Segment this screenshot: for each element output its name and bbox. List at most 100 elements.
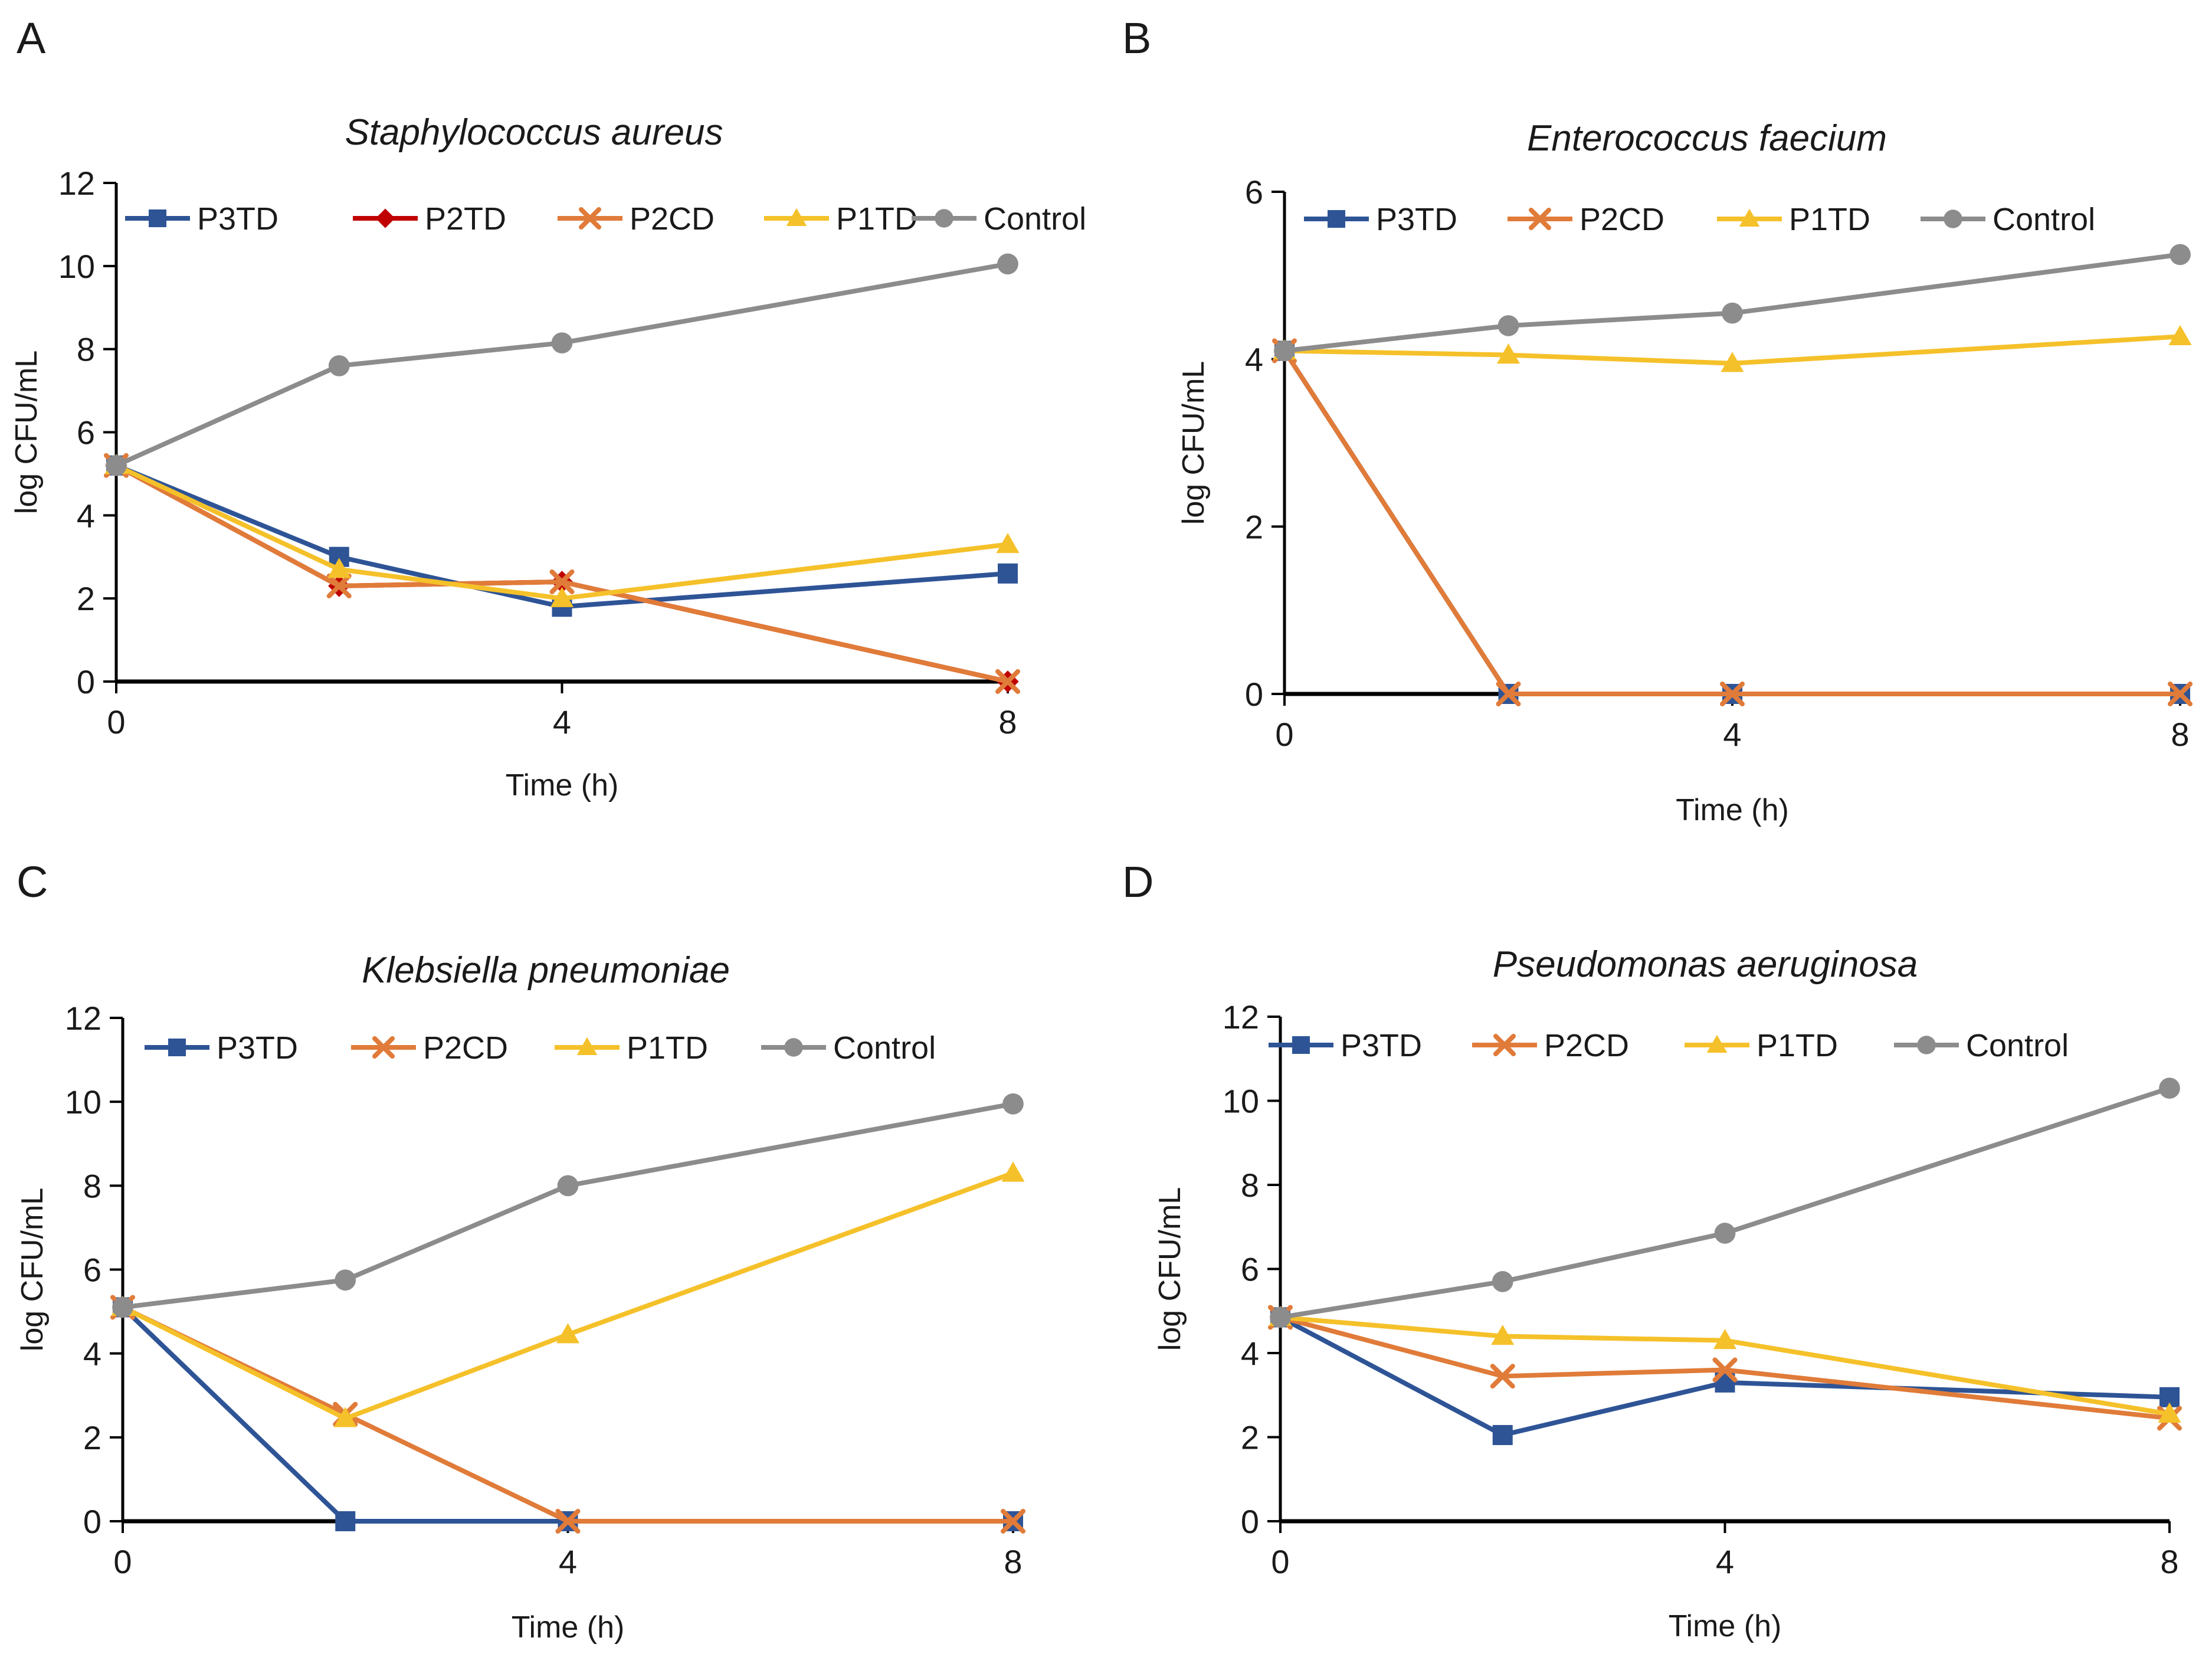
chart-title: Klebsiella pneumoniae (362, 950, 730, 991)
data-point-p1td (1496, 343, 1520, 364)
data-point-p3td (335, 1511, 356, 1531)
series-control (1270, 1077, 2180, 1328)
panel-b: B Enterococcus faecium 0 2 4 6 0 4 8 Time (h) log … (1122, 14, 2193, 827)
series-line-p1td (1284, 334, 2181, 366)
y-tick-label: 4 (83, 1335, 101, 1373)
data-point-p2cd (549, 569, 575, 594)
legend-label: P1TD (836, 201, 917, 237)
x-tick-label: 4 (559, 1543, 577, 1580)
data-point-control (1492, 1271, 1513, 1292)
data-point-control (1722, 302, 1743, 324)
x-axis-label: Time (h) (1669, 1609, 1782, 1643)
legend-item-p1td: P1TD (555, 1030, 708, 1066)
legend-marker-p1td (1739, 208, 1760, 227)
data-point-control (335, 1269, 356, 1291)
y-axis-label: log CFU/mL (15, 1188, 50, 1351)
series-line-control (1280, 1086, 2171, 1320)
x-tick-label: 8 (1004, 1543, 1022, 1580)
legend-marker-control (1917, 1036, 1936, 1054)
legend-item-p1td: P1TD (1717, 202, 1870, 237)
panel-letter: D (1122, 857, 1153, 906)
legend-label: Control (1993, 202, 2095, 237)
legend: P3TD P2CD P1TD Control (1269, 1028, 2069, 1063)
data-point-p1td (550, 587, 574, 607)
series-line-p1td (122, 1171, 1014, 1421)
legend: P3TD P2CD P1TD Control (1304, 202, 2095, 237)
y-tick-label: 0 (1245, 676, 1263, 713)
y-axis-label: log CFU/mL (1177, 361, 1211, 525)
series-line-p2cd (1282, 349, 2180, 696)
legend-marker-p2td (375, 208, 395, 228)
y-tick-label: 6 (1241, 1251, 1259, 1288)
data-point-p2cd (326, 574, 352, 599)
y-axis-label: log CFU/mL (9, 351, 44, 514)
data-point-control (2170, 244, 2191, 266)
series-control (1274, 244, 2191, 362)
data-point-p2cd (555, 1509, 581, 1534)
y-axis-label: log CFU/mL (1153, 1187, 1187, 1351)
legend-label: P2CD (1579, 202, 1664, 237)
legend-marker-p1td (786, 208, 807, 226)
legend-marker-control (1944, 209, 1962, 228)
legend-label: P2CD (1544, 1028, 1629, 1063)
legend-label: P3TD (1341, 1028, 1422, 1063)
legend-item-p3td: P3TD (1269, 1028, 1422, 1063)
legend-label: Control (833, 1030, 936, 1066)
data-point-p1td (333, 1407, 357, 1427)
data-point-p3td (998, 563, 1018, 584)
legend: P3TD P2TD P2CD P1TD Control (125, 201, 1086, 237)
legend-marker-p2cd (579, 207, 601, 230)
y-tick-label: 12 (65, 1000, 101, 1037)
data-point-p3td (1492, 1424, 1513, 1445)
legend-label: P1TD (627, 1030, 708, 1066)
legend-item-p1td: P1TD (764, 201, 917, 237)
y-tick-label: 6 (83, 1252, 101, 1289)
y-tick-label: 8 (77, 331, 95, 368)
data-point-p2cd (1001, 1509, 1025, 1534)
y-tick-label: 12 (58, 165, 95, 202)
legend-label: P2CD (630, 201, 715, 237)
data-point-p1td (996, 533, 1020, 553)
y-tick-label: 10 (65, 1083, 101, 1121)
data-point-p1td (327, 558, 351, 578)
y-tick-label: 10 (58, 248, 95, 285)
data-point-control (112, 1296, 133, 1318)
legend-label: P1TD (1789, 202, 1870, 237)
data-point-control (1714, 1223, 1736, 1244)
y-tick-label: 2 (77, 580, 95, 617)
series-control (106, 253, 1018, 476)
y-tick-label: 4 (1245, 341, 1263, 378)
y-tick-label: 0 (77, 663, 95, 700)
legend-marker-p3td (1328, 210, 1345, 228)
legend-label: Control (1966, 1028, 2069, 1063)
legend-item-p3td: P3TD (125, 201, 278, 237)
data-point-control (557, 1175, 579, 1197)
panel-c: C Klebsiella pneumoniae 0 2 4 6 8 10 12 0 4 8 Time (… (15, 857, 1025, 1645)
panel-d: D Pseudomonas aeruginosa 0 2 4 6 8 10 12 0 4 8 Time … (1122, 857, 2182, 1643)
legend-label: Control (984, 201, 1086, 237)
series-line-p1td (115, 463, 1008, 601)
legend-item-control: Control (1894, 1028, 2069, 1063)
legend-item-control: Control (761, 1030, 936, 1066)
data-point-p2cd (1720, 682, 1745, 706)
legend-label: P3TD (197, 201, 278, 237)
chart-title: Enterococcus faecium (1527, 118, 1887, 159)
panel-a: A Staphylococcus aureus 0 2 4 6 8 10 12 0 4 8 Time (… (9, 14, 1086, 803)
y-tick-label: 8 (83, 1167, 101, 1204)
legend-marker-p1td (1706, 1034, 1728, 1053)
data-point-control (1274, 340, 1295, 362)
series-line-control (115, 261, 1008, 468)
legend-marker-p1td (576, 1037, 598, 1055)
y-tick-label: 4 (1241, 1335, 1259, 1372)
legend-item-p2cd: P2CD (558, 201, 715, 237)
legend-marker-p2cd (372, 1036, 395, 1059)
series-line-control (122, 1101, 1014, 1310)
legend-item-p2cd: P2CD (1472, 1028, 1629, 1063)
data-point-p1td (1713, 1329, 1737, 1350)
data-point-control (997, 253, 1018, 275)
data-point-p2cd (2168, 682, 2193, 706)
data-point-p1td (1001, 1161, 1025, 1182)
legend-label: P3TD (1376, 202, 1457, 237)
y-tick-label: 2 (83, 1419, 101, 1456)
